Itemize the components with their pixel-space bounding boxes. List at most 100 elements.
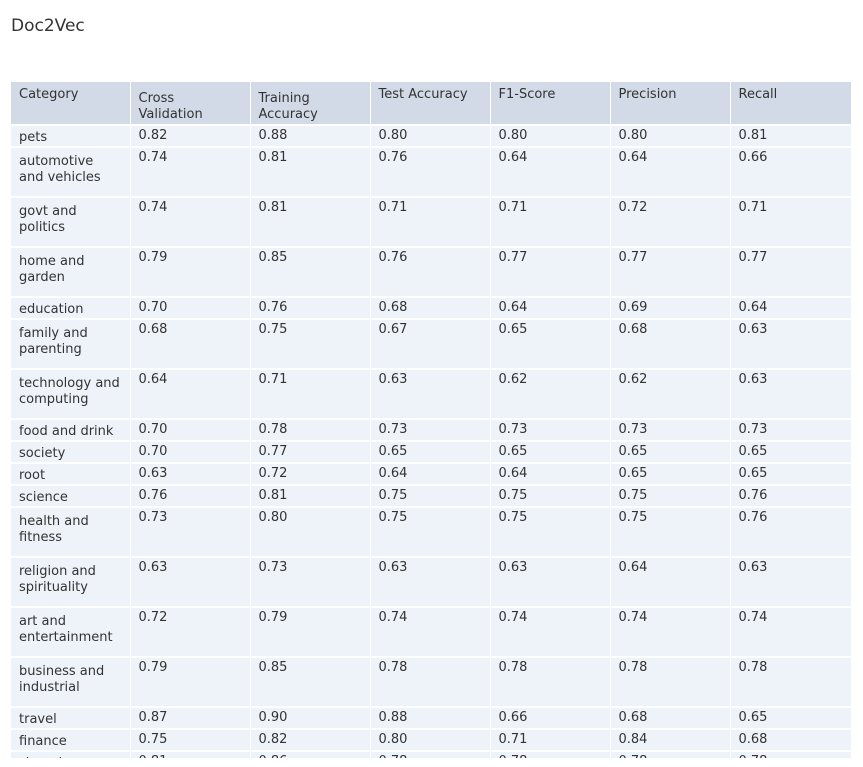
column-header-precision: Precision: [610, 82, 731, 125]
cell-test-accuracy: 0.63: [370, 368, 491, 419]
cell-test-accuracy: 0.88: [370, 706, 491, 729]
cell-cross-validation: 0.79: [130, 246, 251, 297]
cell-precision: 0.74: [610, 606, 731, 657]
cell-cross-validation: 0.70: [130, 296, 251, 319]
cell-category: root: [11, 462, 131, 485]
cell-precision: 0.68: [610, 318, 731, 369]
cell-cross-validation: 0.70: [130, 418, 251, 441]
page-title: Doc2Vec: [11, 16, 85, 36]
cell-f1-score: 0.78: [490, 656, 611, 707]
cell-recall: 0.76: [730, 484, 851, 507]
cell-precision: 0.77: [610, 246, 731, 297]
cell-cross-validation: 0.81: [130, 750, 251, 758]
cell-training-accuracy: 0.71: [250, 368, 371, 419]
cell-training-accuracy: 0.82: [250, 728, 371, 751]
cell-f1-score: 0.77: [490, 246, 611, 297]
cell-cross-validation: 0.64: [130, 368, 251, 419]
cell-cross-validation: 0.74: [130, 196, 251, 247]
cell-training-accuracy: 0.81: [250, 146, 371, 197]
cell-precision: 0.78: [610, 750, 731, 758]
cell-precision: 0.65: [610, 462, 731, 485]
results-table: Category Cross Validation Training Accur…: [11, 82, 851, 758]
column-header-training-accuracy: Training Accuracy: [250, 82, 371, 125]
cell-precision: 0.73: [610, 418, 731, 441]
cell-category: education: [11, 296, 131, 319]
cell-training-accuracy: 0.86: [250, 750, 371, 758]
cell-training-accuracy: 0.81: [250, 484, 371, 507]
cell-category: religion and spirituality: [11, 556, 131, 607]
results-table-container: Category Cross Validation Training Accur…: [11, 82, 851, 758]
cell-recall: 0.78: [730, 656, 851, 707]
cell-precision: 0.68: [610, 706, 731, 729]
table-header: Category Cross Validation Training Accur…: [11, 82, 851, 125]
cell-test-accuracy: 0.80: [370, 124, 491, 147]
table-row: finance 0.75 0.82 0.80 0.71 0.84 0.68: [11, 728, 851, 751]
cell-precision: 0.65: [610, 440, 731, 463]
cell-cross-validation: 0.82: [130, 124, 251, 147]
cell-test-accuracy: 0.78: [370, 656, 491, 707]
cell-recall: 0.66: [730, 146, 851, 197]
cell-test-accuracy: 0.63: [370, 556, 491, 607]
cell-training-accuracy: 0.72: [250, 462, 371, 485]
cell-precision: 0.84: [610, 728, 731, 751]
cell-precision: 0.64: [610, 556, 731, 607]
cell-cross-validation: 0.70: [130, 440, 251, 463]
cell-precision: 0.80: [610, 124, 731, 147]
cell-precision: 0.75: [610, 484, 731, 507]
cell-test-accuracy: 0.65: [370, 440, 491, 463]
cell-training-accuracy: 0.80: [250, 506, 371, 557]
cell-recall: 0.81: [730, 124, 851, 147]
cell-recall: 0.74: [730, 606, 851, 657]
cell-recall: 0.78: [730, 750, 851, 758]
cell-category: business and industrial: [11, 656, 131, 707]
cell-test-accuracy: 0.78: [370, 750, 491, 758]
cell-recall: 0.63: [730, 318, 851, 369]
cell-recall: 0.64: [730, 296, 851, 319]
cell-f1-score: 0.71: [490, 728, 611, 751]
cell-recall: 0.77: [730, 246, 851, 297]
cell-training-accuracy: 0.75: [250, 318, 371, 369]
table-row: govt and politics 0.74 0.81 0.71 0.71 0.72 0.7…: [11, 196, 851, 247]
cell-recall: 0.63: [730, 556, 851, 607]
cell-cross-validation: 0.63: [130, 556, 251, 607]
cell-category: shopping: [11, 750, 131, 758]
cell-cross-validation: 0.72: [130, 606, 251, 657]
table-row: food and drink 0.70 0.78 0.73 0.73 0.73 0.73: [11, 418, 851, 441]
table-row: travel 0.87 0.90 0.88 0.66 0.68 0.65: [11, 706, 851, 729]
cell-test-accuracy: 0.74: [370, 606, 491, 657]
cell-test-accuracy: 0.76: [370, 246, 491, 297]
cell-f1-score: 0.74: [490, 606, 611, 657]
cell-training-accuracy: 0.90: [250, 706, 371, 729]
table-row: science 0.76 0.81 0.75 0.75 0.75 0.76: [11, 484, 851, 507]
table-row: root 0.63 0.72 0.64 0.64 0.65 0.65: [11, 462, 851, 485]
table-row: health and fitness 0.73 0.80 0.75 0.75 0.75 0.…: [11, 506, 851, 557]
cell-f1-score: 0.64: [490, 296, 611, 319]
cell-f1-score: 0.78: [490, 750, 611, 758]
table-row: art and entertainment 0.72 0.79 0.74 0.74 0.7…: [11, 606, 851, 657]
cell-f1-score: 0.66: [490, 706, 611, 729]
cell-f1-score: 0.64: [490, 462, 611, 485]
table-row: automotive and vehicles 0.74 0.81 0.76 0.64 0…: [11, 146, 851, 197]
cell-category: technology and computing: [11, 368, 131, 419]
cell-cross-validation: 0.74: [130, 146, 251, 197]
cell-f1-score: 0.65: [490, 318, 611, 369]
cell-training-accuracy: 0.77: [250, 440, 371, 463]
cell-cross-validation: 0.76: [130, 484, 251, 507]
cell-test-accuracy: 0.73: [370, 418, 491, 441]
cell-cross-validation: 0.68: [130, 318, 251, 369]
cell-f1-score: 0.75: [490, 506, 611, 557]
cell-recall: 0.71: [730, 196, 851, 247]
cell-f1-score: 0.65: [490, 440, 611, 463]
table-row: family and parenting 0.68 0.75 0.67 0.65 0.68…: [11, 318, 851, 369]
cell-recall: 0.65: [730, 462, 851, 485]
cell-test-accuracy: 0.75: [370, 506, 491, 557]
cell-precision: 0.78: [610, 656, 731, 707]
cell-cross-validation: 0.79: [130, 656, 251, 707]
cell-training-accuracy: 0.73: [250, 556, 371, 607]
cell-precision: 0.75: [610, 506, 731, 557]
cell-training-accuracy: 0.81: [250, 196, 371, 247]
table-row: home and garden 0.79 0.85 0.76 0.77 0.77 0.77: [11, 246, 851, 297]
cell-f1-score: 0.64: [490, 146, 611, 197]
column-header-category: Category: [11, 82, 131, 125]
cell-category: family and parenting: [11, 318, 131, 369]
